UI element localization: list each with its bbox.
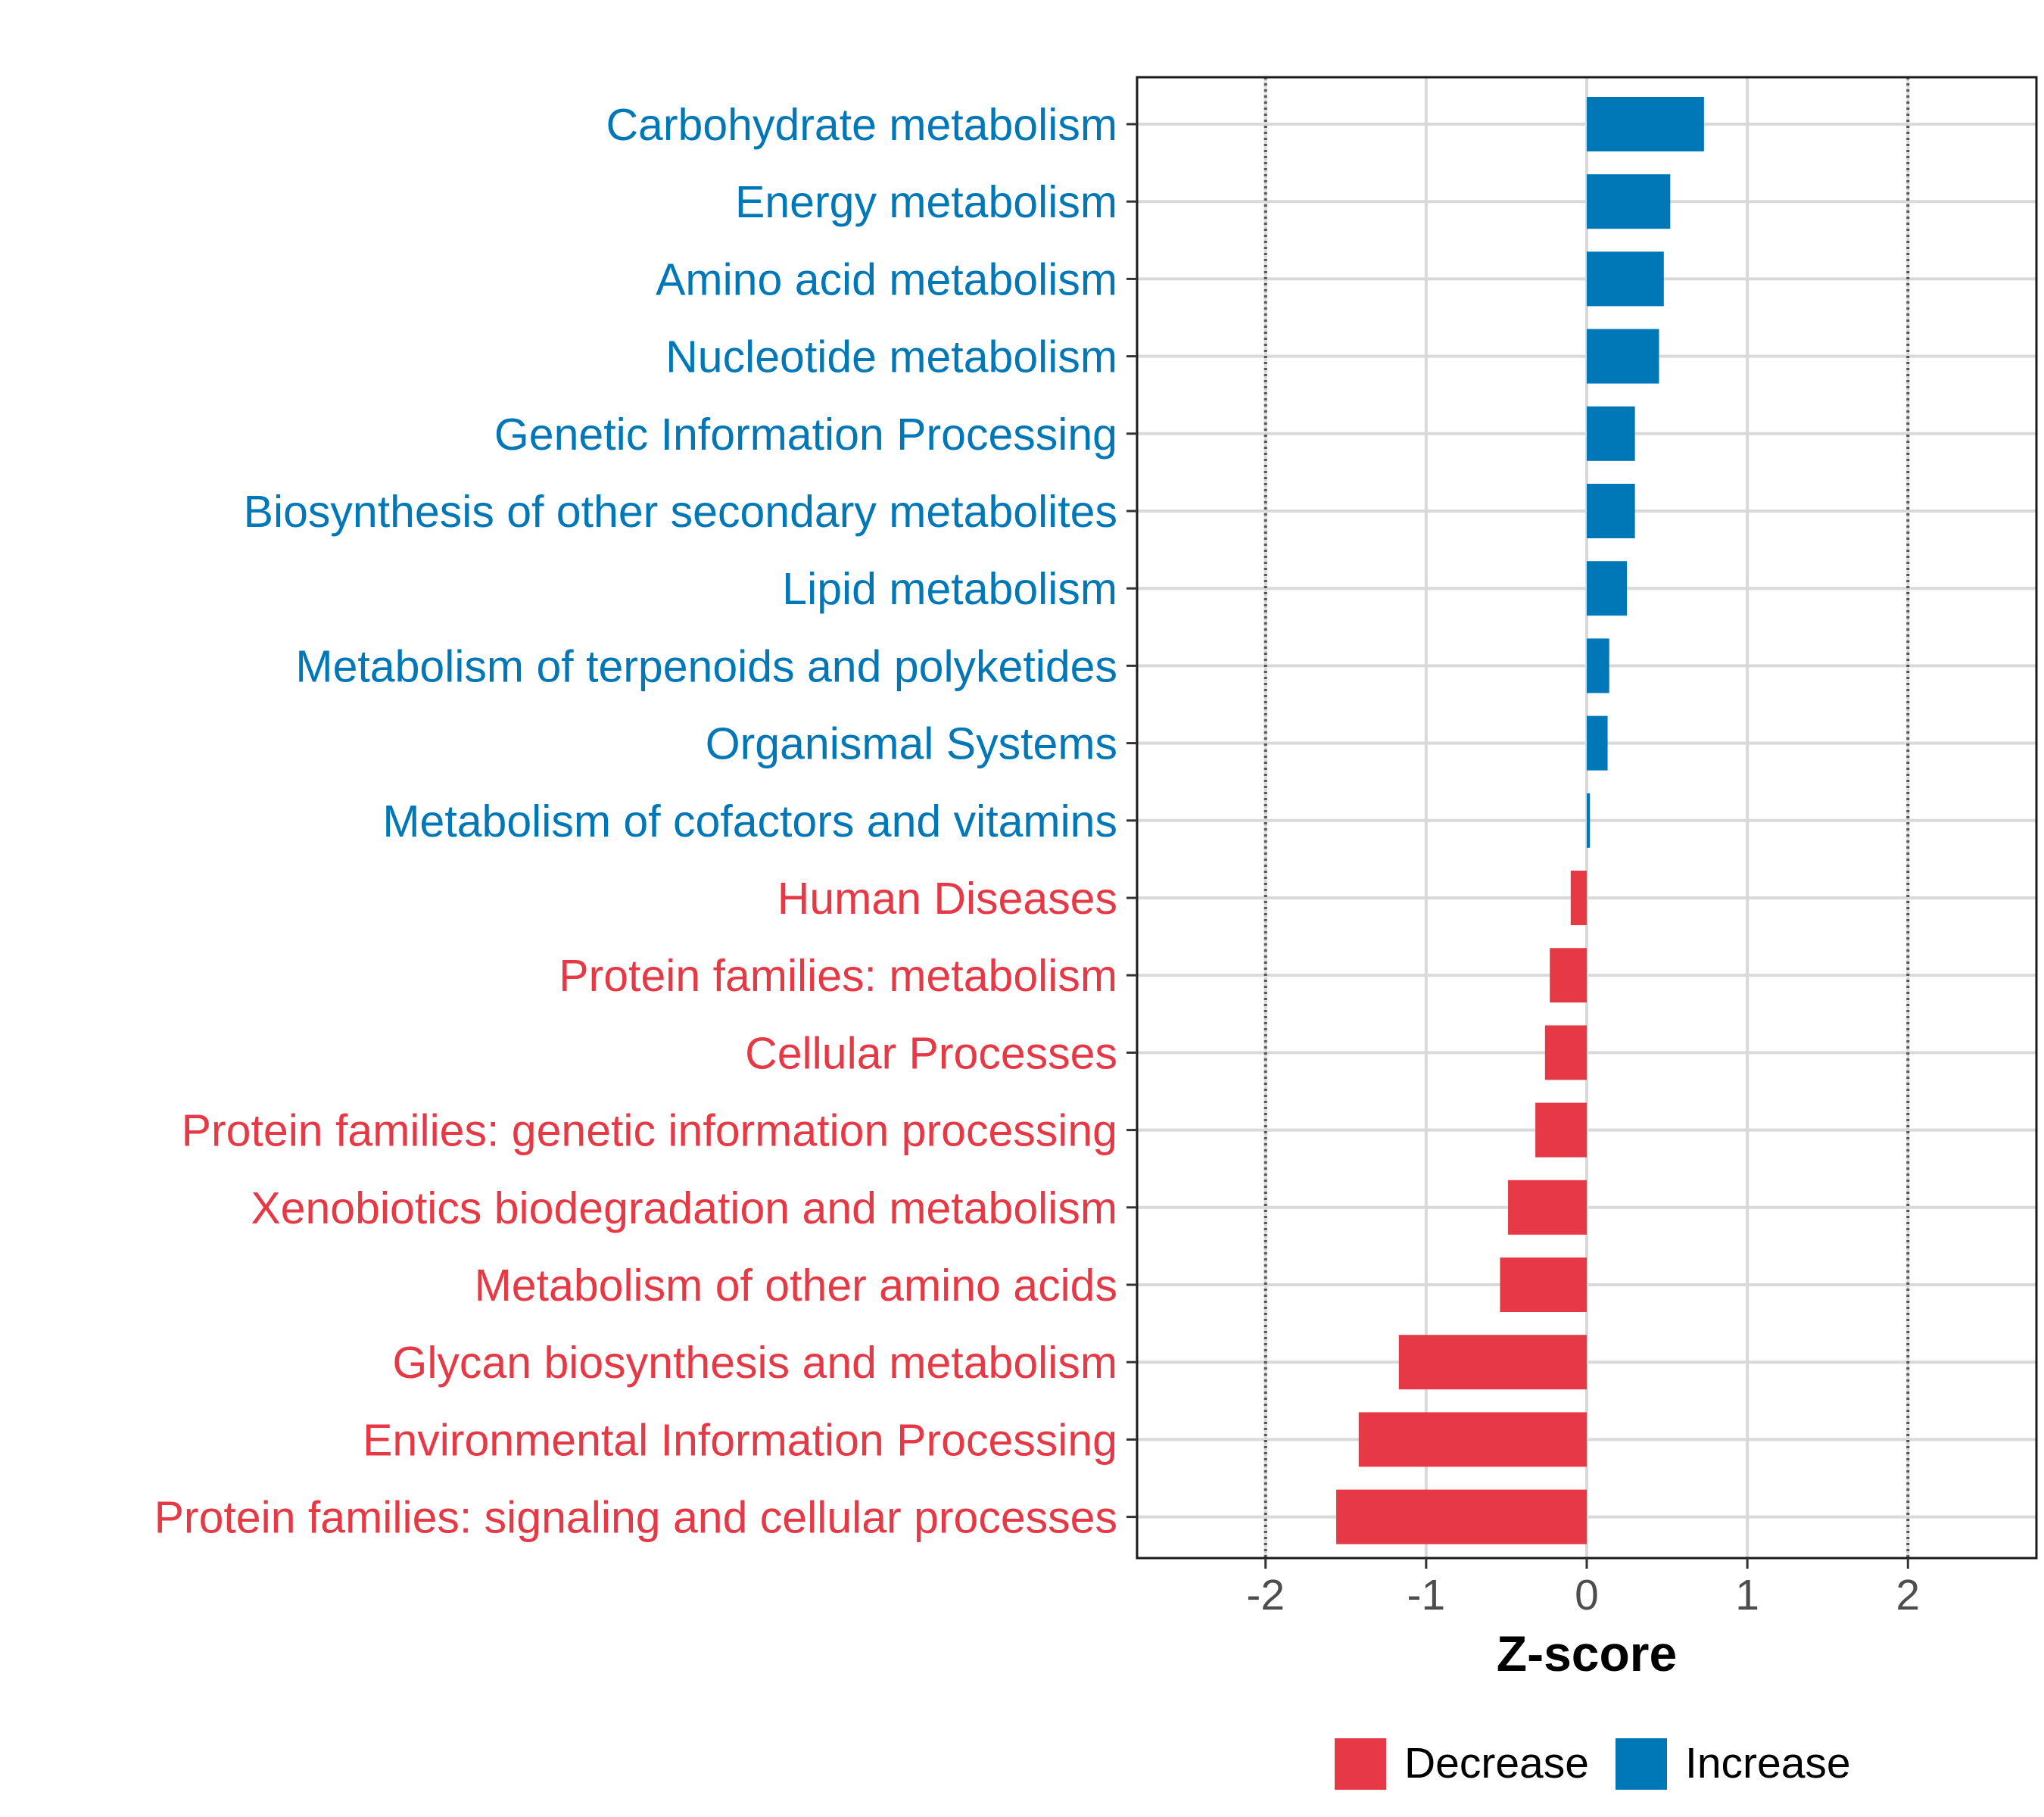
bar <box>1336 1489 1587 1544</box>
bar <box>1570 871 1587 925</box>
category-label: Lipid metabolism <box>782 564 1117 614</box>
legend: Decrease Increase <box>1335 1738 1851 1790</box>
bar <box>1550 948 1587 1003</box>
bar <box>1544 1025 1587 1080</box>
category-label: Glycan biosynthesis and metabolism <box>392 1338 1117 1388</box>
legend-swatch-increase <box>1616 1738 1667 1790</box>
bar <box>1587 638 1609 693</box>
bar <box>1398 1335 1587 1390</box>
category-label: Environmental Information Processing <box>363 1415 1117 1465</box>
x-tick-label: 1 <box>1735 1571 1759 1619</box>
category-label: Metabolism of other amino acids <box>475 1261 1117 1311</box>
bars <box>1336 97 1704 1544</box>
category-label: Nucleotide metabolism <box>665 332 1117 382</box>
bar <box>1587 484 1635 538</box>
legend-label-increase: Increase <box>1685 1739 1851 1787</box>
category-label: Amino acid metabolism <box>656 254 1117 304</box>
x-axis-title: Z-score <box>1497 1625 1677 1681</box>
bar <box>1587 406 1635 461</box>
category-label: Human Diseases <box>777 874 1117 924</box>
y-axis-ticks <box>1126 123 1137 1519</box>
bar <box>1587 251 1664 307</box>
reference-lines <box>1263 77 1910 1558</box>
category-label: Protein families: signaling and cellular… <box>154 1493 1117 1543</box>
category-label: Protein families: genetic information pr… <box>182 1106 1117 1156</box>
bar <box>1587 174 1671 229</box>
bar <box>1500 1258 1587 1312</box>
category-label: Carbohydrate metabolism <box>606 100 1117 150</box>
x-tick-label: 2 <box>1896 1571 1920 1619</box>
category-label: Xenobiotics biodegradation and metabolis… <box>251 1183 1117 1233</box>
bar <box>1535 1102 1587 1158</box>
legend-label-decrease: Decrease <box>1404 1739 1589 1787</box>
category-label: Cellular Processes <box>745 1028 1117 1078</box>
x-axis-ticks: -2 -1 0 1 2 <box>1246 1558 1920 1619</box>
bar <box>1587 329 1659 384</box>
bar <box>1358 1412 1587 1467</box>
x-tick-label: -1 <box>1407 1571 1446 1619</box>
category-label: Genetic Information Processing <box>494 410 1117 460</box>
bar <box>1508 1180 1587 1235</box>
x-tick-label: 0 <box>1575 1571 1599 1619</box>
category-label: Metabolism of terpenoids and polyketides <box>295 641 1117 691</box>
bar <box>1587 561 1628 616</box>
category-label: Metabolism of cofactors and vitamins <box>382 796 1117 846</box>
category-label: Protein families: metabolism <box>559 951 1117 1001</box>
y-axis-labels: Carbohydrate metabolism Energy metabolism… <box>154 100 1117 1543</box>
bar <box>1587 715 1608 771</box>
category-label: Energy metabolism <box>735 177 1117 227</box>
category-label: Organismal Systems <box>706 719 1117 769</box>
bar <box>1587 97 1704 151</box>
x-tick-label: -2 <box>1246 1571 1285 1619</box>
category-label: Biosynthesis of other secondary metaboli… <box>244 487 1117 537</box>
legend-swatch-decrease <box>1335 1738 1386 1790</box>
bar <box>1587 793 1591 848</box>
